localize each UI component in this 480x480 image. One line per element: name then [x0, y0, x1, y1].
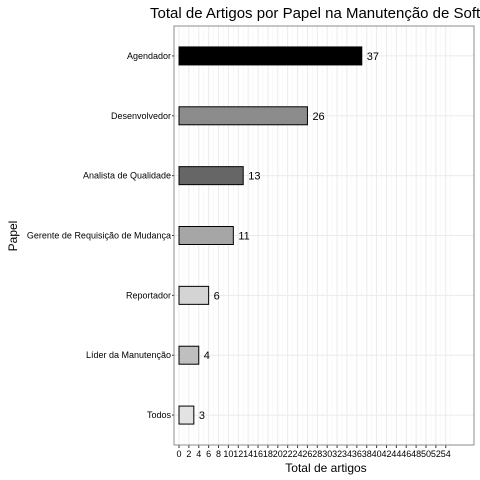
x-tick-label: 46 — [401, 449, 411, 459]
x-tick-label: 12 — [233, 449, 243, 459]
bar — [178, 106, 308, 126]
x-tick-label: 52 — [431, 449, 441, 459]
x-tick-label: 50 — [421, 449, 431, 459]
data-label: 3 — [199, 410, 205, 422]
x-tick-label: 30 — [322, 449, 332, 459]
x-ticks: 0 2 4 6 8 10 12 14 16 18 20 22 24 26 28 30 32 34 36 38 40 42 4… — [176, 445, 451, 459]
x-tick-label: 48 — [411, 449, 421, 459]
x-tick-label: 42 — [381, 449, 391, 459]
x-tick-label: 22 — [283, 449, 293, 459]
x-tick-label: 8 — [216, 449, 221, 459]
bar — [178, 285, 210, 305]
bar — [178, 405, 195, 425]
bar — [178, 166, 244, 186]
category-label: Todos — [147, 410, 172, 420]
chart-title: Total de Artigos por Papel na Manutenção… — [150, 5, 480, 22]
x-tick-label: 26 — [302, 449, 312, 459]
x-tick-label: 14 — [243, 449, 253, 459]
data-label: 26 — [312, 111, 324, 123]
bar — [178, 345, 200, 365]
data-label: 13 — [248, 171, 260, 183]
data-label: 11 — [238, 231, 249, 243]
x-tick-label: 18 — [263, 449, 273, 459]
data-labels: 37 26 13 11 6 4 3 — [199, 51, 379, 422]
x-tick-label: 36 — [352, 449, 362, 459]
bar — [178, 226, 234, 245]
category-label: Agendador — [127, 51, 171, 61]
x-tick-label: 4 — [196, 449, 201, 459]
data-label: 37 — [367, 51, 379, 63]
x-tick-label: 32 — [332, 449, 342, 459]
category-label: Reportador — [126, 290, 171, 300]
bars — [178, 46, 363, 425]
x-tick-label: 40 — [372, 449, 382, 459]
category-label: Líder da Manutenção — [86, 350, 171, 360]
category-label: Analista de Qualidade — [83, 171, 171, 181]
x-tick-label: 34 — [342, 449, 352, 459]
category-label: Desenvolvedor — [111, 111, 171, 121]
x-tick-label: 20 — [273, 449, 283, 459]
x-tick-label: 0 — [176, 449, 181, 459]
x-tick-label: 44 — [391, 449, 401, 459]
data-label: 4 — [204, 350, 210, 362]
x-tick-label: 10 — [223, 449, 233, 459]
x-tick-label: 28 — [312, 449, 322, 459]
category-labels: Agendador Desenvolvedor Analista de Qualid… — [27, 51, 174, 420]
x-tick-label: 24 — [293, 449, 303, 459]
x-tick-label: 2 — [186, 449, 191, 459]
category-label: Gerente de Requisição de Mudança — [27, 231, 171, 241]
x-tick-label: 16 — [253, 449, 263, 459]
plot-panel-border — [173, 25, 475, 446]
x-tick-label: 6 — [206, 449, 211, 459]
x-tick-label: 54 — [441, 449, 451, 459]
bar — [178, 46, 363, 66]
data-label: 6 — [214, 290, 220, 302]
x-axis-title: Total de artigos — [285, 461, 366, 475]
x-tick-label: 38 — [362, 449, 372, 459]
y-axis-title: Papel — [6, 221, 20, 252]
